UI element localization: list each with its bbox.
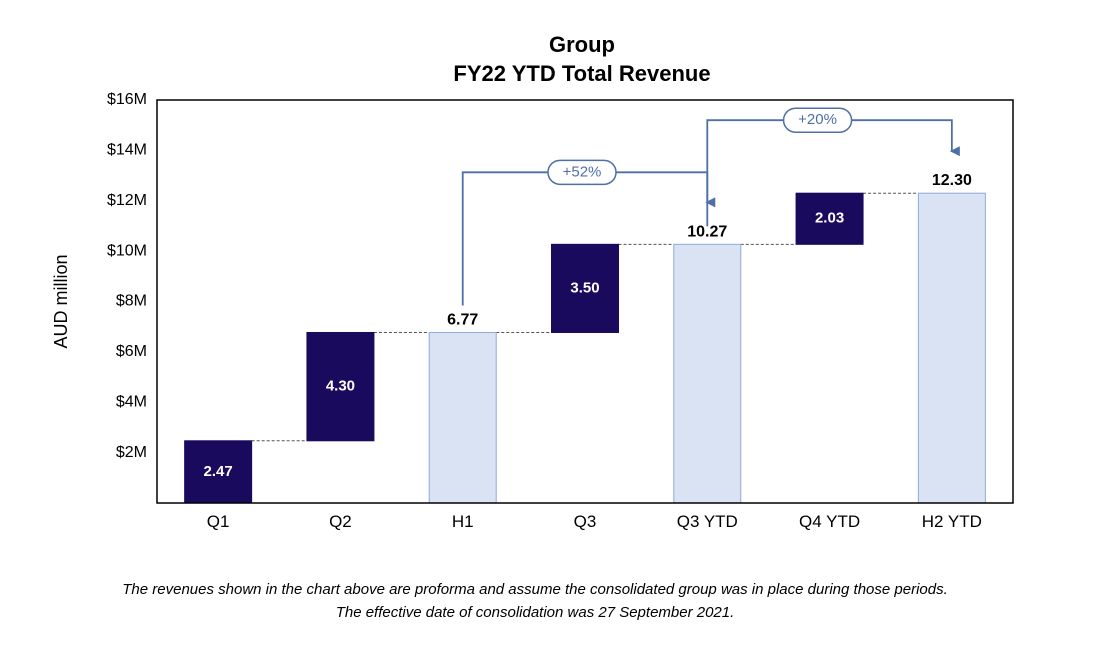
x-tick-label: Q3 YTD	[677, 512, 738, 531]
growth-badge	[782, 107, 853, 133]
chart-title-line-2: FY22 YTD Total Revenue	[453, 61, 711, 86]
footnote: The revenues shown in the chart above ar…	[0, 578, 1070, 624]
footnote-line-2: The effective date of consolidation was …	[335, 604, 735, 621]
y-tick-label: $16M	[107, 91, 147, 108]
x-tick-label: Q1	[207, 512, 230, 531]
data-label: 2.03	[815, 210, 844, 227]
y-tick-label: $4M	[116, 393, 147, 410]
y-tick-label: $6M	[116, 343, 147, 360]
y-tick-label: $8M	[116, 293, 147, 310]
footnote-line-1: The revenues shown in the chart above ar…	[122, 581, 948, 598]
y-tick-label: $14M	[107, 142, 147, 159]
y-tick-label: $2M	[116, 444, 147, 461]
x-tick-label: Q2	[329, 512, 352, 531]
increment-bar	[184, 440, 253, 504]
growth-badge	[547, 159, 617, 186]
total-bar	[917, 192, 986, 504]
total-bar	[428, 331, 497, 504]
data-label: 6.77	[447, 311, 478, 328]
y-tick-label: $12M	[107, 192, 147, 209]
x-tick-label: H2 YTD	[922, 512, 982, 531]
data-label: 2.47	[204, 463, 233, 480]
chart-title-line-1: Group	[549, 32, 615, 57]
x-tick-label: Q4 YTD	[799, 512, 860, 531]
increment-bar	[795, 192, 864, 245]
data-label: 4.30	[326, 378, 355, 395]
increment-bar	[306, 331, 375, 442]
data-label: 3.50	[570, 279, 599, 296]
y-axis-title: AUD million	[51, 254, 71, 348]
data-label: 12.30	[932, 172, 972, 189]
y-tick-label: $10M	[107, 242, 147, 259]
growth-badge-label: +20%	[798, 111, 837, 128]
data-label: 10.27	[687, 223, 727, 240]
plot-frame	[156, 99, 1014, 504]
growth-badge-label: +52%	[563, 163, 602, 180]
increment-bar	[551, 243, 619, 333]
chart-title: Group FY22 YTD Total Revenue	[0, 30, 1114, 88]
x-tick-label: H1	[452, 512, 474, 531]
x-tick-label: Q3	[574, 512, 597, 531]
total-bar	[673, 243, 742, 504]
